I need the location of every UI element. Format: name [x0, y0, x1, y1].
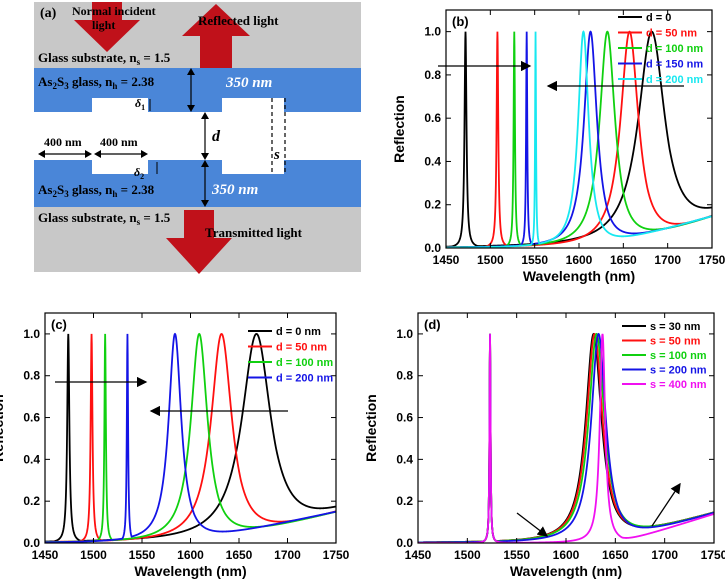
x-tick-label: 1450 — [433, 253, 460, 267]
x-axis-label: Wavelength (nm) — [523, 268, 635, 284]
x-tick-label: 1450 — [405, 548, 432, 562]
width-label-1: 400 nm — [44, 135, 82, 149]
y-tick-label: 0.8 — [23, 369, 40, 383]
legend-label: d = 0 nm — [276, 326, 321, 338]
x-tick-label: 1750 — [699, 253, 725, 267]
as2s3-layer-top — [34, 68, 361, 112]
delta2-label: δ2 — [134, 165, 144, 181]
y-tick-label: 0.6 — [23, 411, 40, 425]
transmitted-label: Transmitted light — [205, 225, 303, 240]
x-tick-label: 1550 — [521, 253, 548, 267]
legend-label: d = 150 nm — [646, 59, 703, 71]
as2s3-layer-bottom — [34, 160, 361, 207]
x-tick-label: 1600 — [177, 548, 204, 562]
panel-label-a: (a) — [40, 6, 57, 21]
legend-label: d = 200 nm — [276, 373, 333, 385]
y-tick-label: 1.0 — [424, 25, 441, 39]
legend-label: s = 30 nm — [650, 321, 701, 333]
reflected-label: Reflected light — [198, 13, 279, 28]
thickness-bottom-label: 350 nm — [211, 182, 258, 198]
schematic-panel: (a) Normal incident light Reflected ligh… — [34, 2, 361, 274]
y-tick-label: 0.6 — [396, 411, 413, 425]
layer-top-label: As2S3 glass, nh = 2.38 — [38, 74, 155, 91]
legend-label: s = 100 nm — [650, 350, 707, 362]
legend-label: d = 100 nm — [276, 357, 333, 369]
y-tick-label: 0.0 — [424, 241, 441, 255]
x-tick-label: 1600 — [553, 548, 580, 562]
legend-label: s = 50 nm — [650, 336, 701, 348]
x-tick-label: 1700 — [274, 548, 301, 562]
plot-frame — [417, 312, 715, 544]
x-tick-label: 1600 — [566, 253, 593, 267]
y-tick-label: 0.2 — [23, 494, 40, 508]
layer-bottom-label: As2S3 glass, nh = 2.38 — [38, 182, 155, 199]
x-tick-label: 1750 — [323, 548, 350, 562]
x-axis-label: Wavelength (nm) — [134, 563, 246, 579]
legend-label: d = 50 nm — [276, 342, 327, 354]
glass-bottom-label: Glass substrate, ns = 1.5 — [38, 210, 171, 227]
y-tick-label: 0.0 — [23, 536, 40, 550]
shift-arrow-2 — [651, 482, 681, 527]
width-label-2: 400 nm — [100, 135, 138, 149]
incident-label-2: light — [92, 18, 115, 32]
panel-label-c: (c) — [51, 317, 67, 332]
y-tick-label: 0.4 — [424, 154, 441, 168]
x-tick-label: 1650 — [610, 253, 637, 267]
shift-s-label: s — [273, 147, 280, 163]
gap-d-label: d — [212, 128, 221, 145]
legend-label: d = 50 nm — [646, 28, 697, 40]
legend-label: s = 200 nm — [650, 365, 707, 377]
y-axis-label: Reflection — [363, 394, 379, 462]
x-axis-label: Wavelength (nm) — [510, 563, 622, 579]
y-axis-label: Reflection — [0, 394, 6, 462]
reflected-light-arrow — [182, 4, 250, 68]
legend-label: s = 400 nm — [650, 379, 707, 391]
incident-label-1: Normal incident — [72, 4, 156, 18]
x-tick-label: 1450 — [32, 548, 59, 562]
y-tick-label: 0.6 — [424, 111, 441, 125]
incident-light-arrow — [74, 2, 140, 52]
transmitted-light-arrow — [166, 210, 232, 274]
y-tick-label: 0.2 — [396, 494, 413, 508]
x-tick-label: 1550 — [503, 548, 530, 562]
y-tick-label: 1.0 — [396, 327, 413, 341]
legend-label: d = 200 nm — [646, 74, 703, 86]
legend-label: d = 100 nm — [646, 43, 703, 55]
x-tick-label: 1550 — [129, 548, 156, 562]
y-tick-label: 0.0 — [396, 536, 413, 550]
y-tick-label: 0.8 — [396, 369, 413, 383]
x-tick-label: 1500 — [80, 548, 107, 562]
y-tick-label: 0.8 — [424, 68, 441, 82]
x-tick-label: 1500 — [477, 253, 504, 267]
delta1-label: δ1 — [135, 96, 145, 112]
y-axis-label: Reflection — [391, 95, 407, 163]
shift-arrow-1 — [516, 512, 549, 537]
y-tick-label: 0.2 — [424, 198, 441, 212]
x-tick-label: 1650 — [226, 548, 253, 562]
legend-label: d = 0 — [646, 12, 671, 24]
chart-panel-c: 1450 1500 1550 1600 1650 1700 1750 0.0 0.2 0.4 0.6… — [0, 312, 350, 579]
glass-top-label: Glass substrate, ns = 1.5 — [38, 50, 171, 67]
chart-panel-d: 1450 1500 1550 1600 1650 1700 1750 0.0 0.2 0.4 0.6… — [363, 312, 725, 579]
y-tick-label: 0.4 — [23, 452, 40, 466]
panel-label-d: (d) — [424, 317, 441, 332]
y-tick-label: 0.4 — [396, 452, 413, 466]
x-tick-label: 1700 — [651, 548, 678, 562]
x-tick-label: 1500 — [454, 548, 481, 562]
x-tick-label: 1650 — [602, 548, 629, 562]
thickness-top-label: 350 nm — [225, 75, 272, 91]
y-tick-label: 1.0 — [23, 327, 40, 341]
chart-panel-b: 1450 1500 1550 1600 1650 1700 1750 0.0 0.2 0.4 0.6… — [391, 9, 725, 284]
panel-label-b: (b) — [452, 14, 469, 29]
x-tick-label: 1700 — [654, 253, 681, 267]
x-tick-label: 1750 — [701, 548, 725, 562]
